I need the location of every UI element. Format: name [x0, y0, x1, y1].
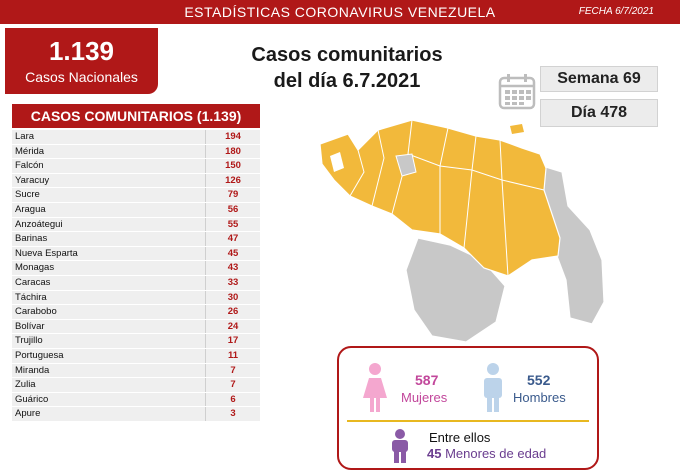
state-name: Zulia	[15, 379, 36, 391]
state-cases: 11	[227, 349, 239, 361]
table-title: CASOS COMUNITARIOS (1.139)	[12, 104, 260, 128]
state-cases: 79	[227, 189, 239, 201]
calendar-icon	[498, 74, 536, 110]
woman-icon	[363, 363, 387, 412]
state-cases: 47	[227, 233, 239, 245]
state-cases: 45	[227, 247, 239, 259]
women-count: 587	[415, 372, 439, 388]
table-row: Falcón 150	[12, 159, 260, 174]
day-badge: Día 478	[540, 99, 658, 127]
state-cases: 3	[230, 408, 236, 420]
state-cases: 7	[230, 364, 236, 376]
table-row: Yaracuy 126	[12, 173, 260, 189]
map-region-unaffected-centre	[395, 153, 417, 177]
state-name: Carabobo	[15, 306, 57, 318]
state-cases: 180	[225, 145, 241, 157]
state-name: Falcón	[15, 160, 44, 172]
state-cases: 24	[227, 320, 239, 332]
week-badge: Semana 69	[540, 66, 658, 92]
state-name: Anzoátegui	[15, 218, 63, 230]
page-title-line2: del día 6.7.2021	[273, 70, 421, 92]
page-title: Casos comunitarios del día 6.7.2021	[212, 42, 482, 94]
top-banner: ESTADÍSTICAS CORONAVIRUS VENEZUELA FECHA…	[0, 0, 680, 24]
table-row: Aragua 56	[12, 202, 260, 218]
table-row: Barinas 47	[12, 232, 260, 247]
state-cases: 6	[230, 393, 236, 405]
state-cases: 150	[225, 160, 241, 172]
minors-count: 45	[427, 446, 442, 461]
banner-title: ESTADÍSTICAS CORONAVIRUS VENEZUELA	[184, 4, 496, 20]
state-name: Portuguesa	[15, 349, 64, 361]
men-label: Hombres	[513, 390, 566, 405]
state-name: Mérida	[15, 145, 45, 157]
state-name: Guárico	[15, 393, 49, 405]
table-row: Portuguesa 11	[12, 348, 260, 364]
state-cases: 33	[227, 276, 239, 288]
state-cases: 7	[230, 379, 236, 391]
divider	[347, 420, 589, 422]
state-cases: 43	[227, 262, 239, 274]
table-row: Guárico 6	[12, 392, 260, 408]
state-cases: 17	[227, 335, 239, 347]
table-row: Caracas 33	[12, 275, 260, 291]
women-label: Mujeres	[401, 390, 448, 405]
state-name: Táchira	[15, 291, 47, 303]
map-island	[510, 124, 524, 134]
state-cases: 126	[225, 174, 241, 186]
cases-table: Lara 194 Mérida 180 Falcón 150 Yaracuy 126 S…	[12, 130, 260, 422]
men-count: 552	[527, 372, 551, 388]
table-row: Zulia 7	[12, 378, 260, 393]
minors-label: Menores de edad	[445, 446, 547, 461]
child-icon	[392, 429, 408, 463]
state-cases: 55	[227, 218, 239, 230]
national-cases-count: 1.139	[48, 36, 115, 66]
page-title-line1: Casos comunitarios	[251, 44, 443, 66]
state-name: Barinas	[15, 233, 48, 245]
gender-breakdown-box: 587 Mujeres 552 Hombres Entre ellos 45 M…	[337, 346, 599, 470]
state-name: Lara	[15, 131, 35, 142]
minors-intro: Entre ellos	[429, 430, 491, 445]
table-row: Apure 3	[12, 407, 260, 422]
state-name: Sucre	[15, 189, 40, 201]
table-row: Monagas 43	[12, 261, 260, 276]
report-date: FECHA 6/7/2021	[578, 6, 654, 17]
state-name: Yaracuy	[15, 174, 50, 186]
table-row: Lara 194	[12, 130, 260, 145]
man-icon	[484, 363, 502, 412]
minors-line: 45 Menores de edad	[427, 446, 546, 461]
state-name: Caracas	[15, 276, 51, 288]
table-row: Bolívar 24	[12, 319, 260, 335]
state-cases: 194	[225, 131, 241, 142]
state-name: Apure	[15, 408, 41, 420]
map-lake	[330, 152, 344, 172]
table-row: Mérida 180	[12, 144, 260, 160]
national-cases-box: 1.139 Casos Nacionales	[5, 28, 158, 94]
table-row: Anzoátegui 55	[12, 217, 260, 233]
state-name: Monagas	[15, 262, 55, 274]
state-cases: 30	[227, 291, 239, 303]
table-row: Carabobo 26	[12, 305, 260, 320]
state-cases: 26	[227, 306, 239, 318]
table-row: Trujillo 17	[12, 334, 260, 349]
state-name: Miranda	[15, 364, 50, 376]
table-row: Táchira 30	[12, 290, 260, 306]
national-cases-label: Casos Nacionales	[25, 69, 138, 85]
table-row: Sucre 79	[12, 188, 260, 203]
state-name: Nueva Esparta	[15, 247, 78, 259]
state-name: Bolívar	[15, 320, 45, 332]
venezuela-map	[319, 119, 605, 343]
state-name: Aragua	[15, 203, 46, 215]
state-name: Trujillo	[15, 335, 43, 347]
table-row: Nueva Esparta 45	[12, 246, 260, 262]
state-cases: 56	[227, 203, 239, 215]
table-row: Miranda 7	[12, 363, 260, 379]
